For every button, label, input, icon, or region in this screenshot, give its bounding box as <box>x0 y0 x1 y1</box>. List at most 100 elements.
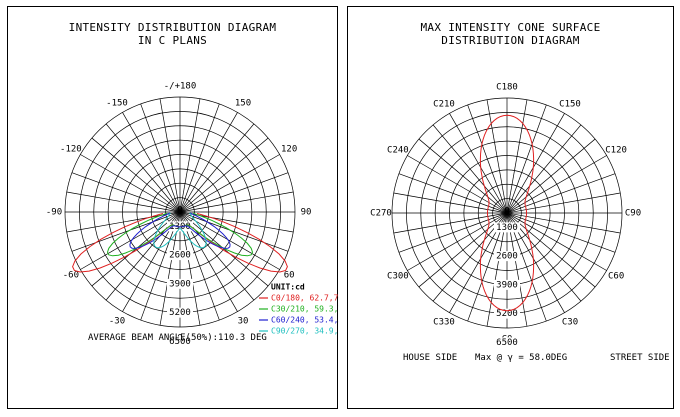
right-angle-label: C330 <box>433 318 455 328</box>
left-title-line1: INTENSITY DISTRIBUTION DIAGRAM <box>68 21 277 34</box>
grid-spoke <box>418 212 508 288</box>
left-angle-label: -150 <box>106 98 128 108</box>
grid-spoke <box>432 124 508 214</box>
grid-spoke <box>105 123 181 213</box>
right-angle-label: C30 <box>562 318 578 328</box>
grid-spoke <box>398 212 508 253</box>
left-angle-label: -30 <box>109 317 125 327</box>
grid-spoke <box>407 212 508 271</box>
grid-spoke <box>506 212 607 271</box>
grid-spoke <box>506 104 547 214</box>
max-intensity-label: Max @ γ = 58.0DEG <box>475 353 568 363</box>
legend-item-label: C60/240, 53.4,56.7 <box>271 316 339 325</box>
grid-spoke <box>179 154 280 213</box>
right-radial-label-bg <box>494 251 520 262</box>
left-radial-label-bg <box>167 278 193 289</box>
right-radial-label-bg <box>494 308 520 319</box>
left-angle-label: -90 <box>46 208 62 218</box>
grid-spoke <box>91 137 181 213</box>
left-radial-label: 5200 <box>169 308 191 318</box>
right-radial-label-bg <box>494 337 520 348</box>
right-radial-label-bg <box>494 279 520 290</box>
street-side-label: STREET SIDE <box>610 353 670 363</box>
right-radial-label-bg <box>494 222 520 233</box>
left-radial-label-bg <box>167 221 193 232</box>
cone-surface-panel: MAX INTENSITY CONE SURFACE DISTRIBUTION … <box>347 6 674 409</box>
cone-polar-diagram: C180C150C120C90C60C30C0C330C300C270C240C… <box>370 83 641 348</box>
grid-spoke <box>122 112 181 213</box>
left-radial-label: 6500 <box>169 337 191 347</box>
curve-c90-270 <box>153 212 207 249</box>
right-title-line1: MAX INTENSITY CONE SURFACE <box>420 21 601 34</box>
right-radial-label: 2600 <box>496 252 518 262</box>
left-radial-label: 2600 <box>169 251 191 261</box>
grid-spoke <box>506 173 616 214</box>
legend-unit: UNIT:cd <box>271 283 305 292</box>
left-angle-label: 30 <box>238 317 249 327</box>
left-angle-label: 150 <box>235 98 251 108</box>
left-radial-label-bg <box>167 250 193 261</box>
grid-spoke <box>66 191 181 213</box>
right-center-label: 0 <box>504 207 509 217</box>
left-radial-label-bg <box>167 336 193 347</box>
grid-spoke <box>179 123 255 213</box>
right-angle-label: C270 <box>370 209 392 219</box>
grid-spoke <box>179 211 289 252</box>
grid-spoke <box>449 113 508 214</box>
left-angle-label: 90 <box>301 208 312 218</box>
grid-spoke <box>179 112 238 213</box>
grid-spoke <box>506 124 582 214</box>
grid-spoke <box>506 155 607 214</box>
grid-spoke <box>179 172 289 213</box>
cone-surface-curve <box>479 114 535 312</box>
left-radial-label: 3900 <box>169 279 191 289</box>
legend-item-label: C0/180, 62.7,70.7 <box>271 294 339 303</box>
grid-spoke <box>486 99 508 214</box>
grid-spoke <box>140 103 181 213</box>
grid-spoke <box>407 155 508 214</box>
right-radial-label: 1300 <box>496 223 518 233</box>
left-center-label: 0 <box>177 206 182 216</box>
left-title-line2: IN C PLANS <box>137 34 208 47</box>
legend-item-label: C90/270, 34.9,26.3 <box>271 327 339 336</box>
right-angle-label: C60 <box>608 272 624 282</box>
grid-spoke <box>91 211 181 287</box>
grid-spoke <box>179 103 220 213</box>
house-side-label: HOUSE SIDE <box>403 353 458 363</box>
grid-spoke <box>179 191 294 213</box>
right-angle-label: C210 <box>433 99 455 109</box>
grid-spoke <box>506 99 528 214</box>
right-angle-label: C180 <box>496 83 518 93</box>
grid-spoke <box>71 211 181 252</box>
right-angle-label: C300 <box>387 272 409 282</box>
right-angle-label: C90 <box>625 209 641 219</box>
right-angle-label: C150 <box>559 99 581 109</box>
intensity-distribution-panel: INTENSITY DISTRIBUTION DIAGRAM IN C PLAN… <box>7 6 339 409</box>
right-angle-label: C240 <box>387 146 409 156</box>
grid-spoke <box>179 137 269 213</box>
intensity-polar-diagram: -/+1801501209060300-30-60-90-120-1500130… <box>46 82 339 347</box>
grid-spoke <box>506 212 616 253</box>
grid-spoke <box>506 113 565 214</box>
right-radial-label: 6500 <box>496 338 518 348</box>
grid-spoke <box>179 211 269 287</box>
grid-spoke <box>71 172 181 213</box>
right-radial-label: 3900 <box>496 280 518 290</box>
left-radial-label-bg <box>167 307 193 318</box>
right-angle-label: C120 <box>605 146 627 156</box>
grid-spoke <box>418 138 508 214</box>
grid-spoke <box>179 98 201 213</box>
beam-angle-text: AVERAGE BEAM ANGLE(50%):110.3 DEG <box>88 333 267 343</box>
grid-spoke <box>506 138 596 214</box>
left-angle-label: -120 <box>60 145 82 155</box>
grid-spoke <box>398 173 508 214</box>
grid-spoke <box>467 104 508 214</box>
grid-spoke <box>506 212 596 288</box>
right-radial-label: 5200 <box>496 309 518 319</box>
grid-spoke <box>80 154 181 213</box>
right-title-line2: DISTRIBUTION DIAGRAM <box>441 34 580 47</box>
legend-item-label: C30/210, 59.3,73.0 <box>271 305 339 314</box>
grid-spoke <box>159 98 181 213</box>
left-angle-label: -60 <box>63 271 79 281</box>
curve-c60-240 <box>129 212 231 249</box>
